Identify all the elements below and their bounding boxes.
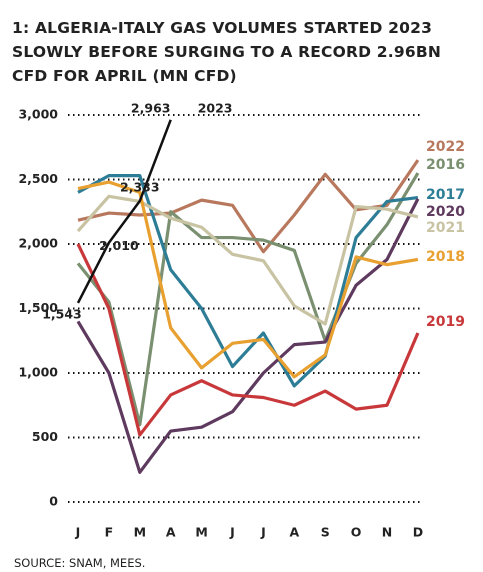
legend-label: 2016 [426,157,465,173]
series-line [76,119,172,304]
y-tick-label: 1,500 [18,300,58,315]
x-tick-label: O [351,525,362,540]
legend-label: 2019 [426,314,465,330]
source: SOURCE: SNAM, MEES. [14,556,146,570]
legend-label: 2020 [426,204,465,220]
x-tick-label: J [229,525,235,540]
series-line [77,174,419,388]
y-tick-label: 2,500 [18,171,58,186]
x-tick-label: F [105,525,114,540]
data-label: 2,010 [99,238,139,253]
x-tick-label: M [195,525,207,540]
x-tick-label: A [289,525,299,540]
x-tick-label: M [134,525,146,540]
data-label: 2,963 [131,100,171,115]
x-tick-label: J [260,525,266,540]
series-line [77,180,419,379]
y-tick-label: 500 [32,429,58,444]
x-tick-label: S [321,525,330,540]
legend-label: 2017 [426,187,465,203]
y-tick-label: 1,000 [18,365,58,380]
y-tick-label: 3,000 [18,107,58,122]
y-tick-label: 0 [49,494,58,509]
series-line [76,243,420,437]
data-label: 2,333 [120,180,160,195]
series-line [76,194,419,326]
x-tick-label: D [413,525,423,540]
x-tick-label: A [166,525,176,540]
x-tick-label: J [75,525,81,540]
series-line [76,198,420,474]
data-label: 1,543 [42,306,82,321]
series-name: 2023 [198,100,233,115]
x-tick-label: N [382,525,392,540]
legend-label: 2021 [426,220,465,236]
chart-title: 1: ALGERIA-ITALY GAS VOLUMES STARTED 202… [12,19,442,85]
legend-label: 2022 [426,139,465,155]
series-line [77,159,420,254]
legend-label: 2018 [426,249,465,265]
y-tick-label: 2,000 [18,236,58,251]
